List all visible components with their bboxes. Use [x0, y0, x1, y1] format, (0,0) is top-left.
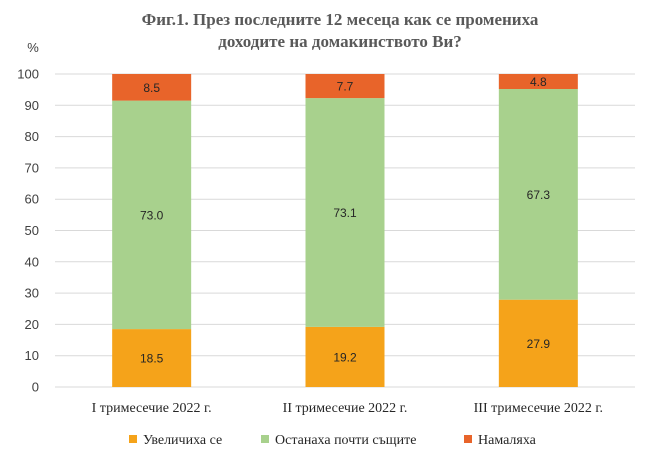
x-category-label: II тримесечие 2022 г. [283, 401, 408, 416]
y-tick-label: 10 [25, 348, 39, 363]
y-tick-label: 30 [25, 286, 39, 301]
data-label: 73.0 [140, 208, 164, 222]
legend-swatch [261, 435, 269, 443]
bar-segment [305, 326, 385, 387]
bar-segment [498, 89, 578, 300]
bar-segment [498, 299, 578, 387]
chart-title-line-2: доходите на домакинството Ви? [218, 32, 462, 51]
y-tick-label: 80 [25, 129, 39, 144]
x-axis: I тримесечие 2022 г. II тримесечие 2022 г… [92, 401, 603, 416]
bar-segment [305, 98, 385, 327]
data-label: 67.3 [527, 188, 551, 202]
data-label: 4.8 [530, 75, 547, 89]
y-axis: 0 10 20 30 40 50 60 70 80 90 100 [17, 67, 39, 395]
bar-segment [112, 100, 192, 330]
data-label: 7.7 [337, 80, 354, 94]
y-tick-label: 0 [32, 380, 39, 395]
data-label: 19.2 [333, 350, 357, 364]
x-category-label: I тримесечие 2022 г. [92, 401, 212, 416]
data-label: 18.5 [140, 352, 164, 366]
legend: Увеличиха се Останаха почти същите Намалях… [129, 433, 537, 448]
data-label: 73.1 [333, 206, 357, 220]
legend-swatch [129, 435, 137, 443]
chart-title-line-1: Фиг.1. През последните 12 месеца как се … [142, 10, 539, 29]
y-tick-label: 60 [25, 192, 39, 207]
y-tick-label: 70 [25, 160, 39, 175]
bar-segment [498, 74, 578, 90]
data-label: 27.9 [527, 337, 551, 351]
legend-label: Намаляха [478, 433, 537, 448]
bar-segment [112, 329, 192, 387]
y-tick-label: 40 [25, 254, 39, 269]
y-tick-label: 90 [25, 98, 39, 113]
bar-segment [305, 74, 385, 99]
y-axis-unit: % [27, 40, 39, 55]
x-category-label: III тримесечие 2022 г. [474, 401, 603, 416]
data-label: 8.5 [143, 81, 160, 95]
bar-segment [112, 74, 192, 101]
y-tick-label: 20 [25, 317, 39, 332]
bars: 18.5 73.0 8.5 19.2 73.1 7.7 27.9 67.3 4.8 [112, 74, 578, 387]
y-tick-label: 100 [17, 67, 39, 82]
y-tick-label: 50 [25, 223, 39, 238]
legend-label: Останаха почти същите [275, 433, 416, 448]
legend-swatch [464, 435, 472, 443]
legend-label: Увеличиха се [143, 433, 222, 448]
